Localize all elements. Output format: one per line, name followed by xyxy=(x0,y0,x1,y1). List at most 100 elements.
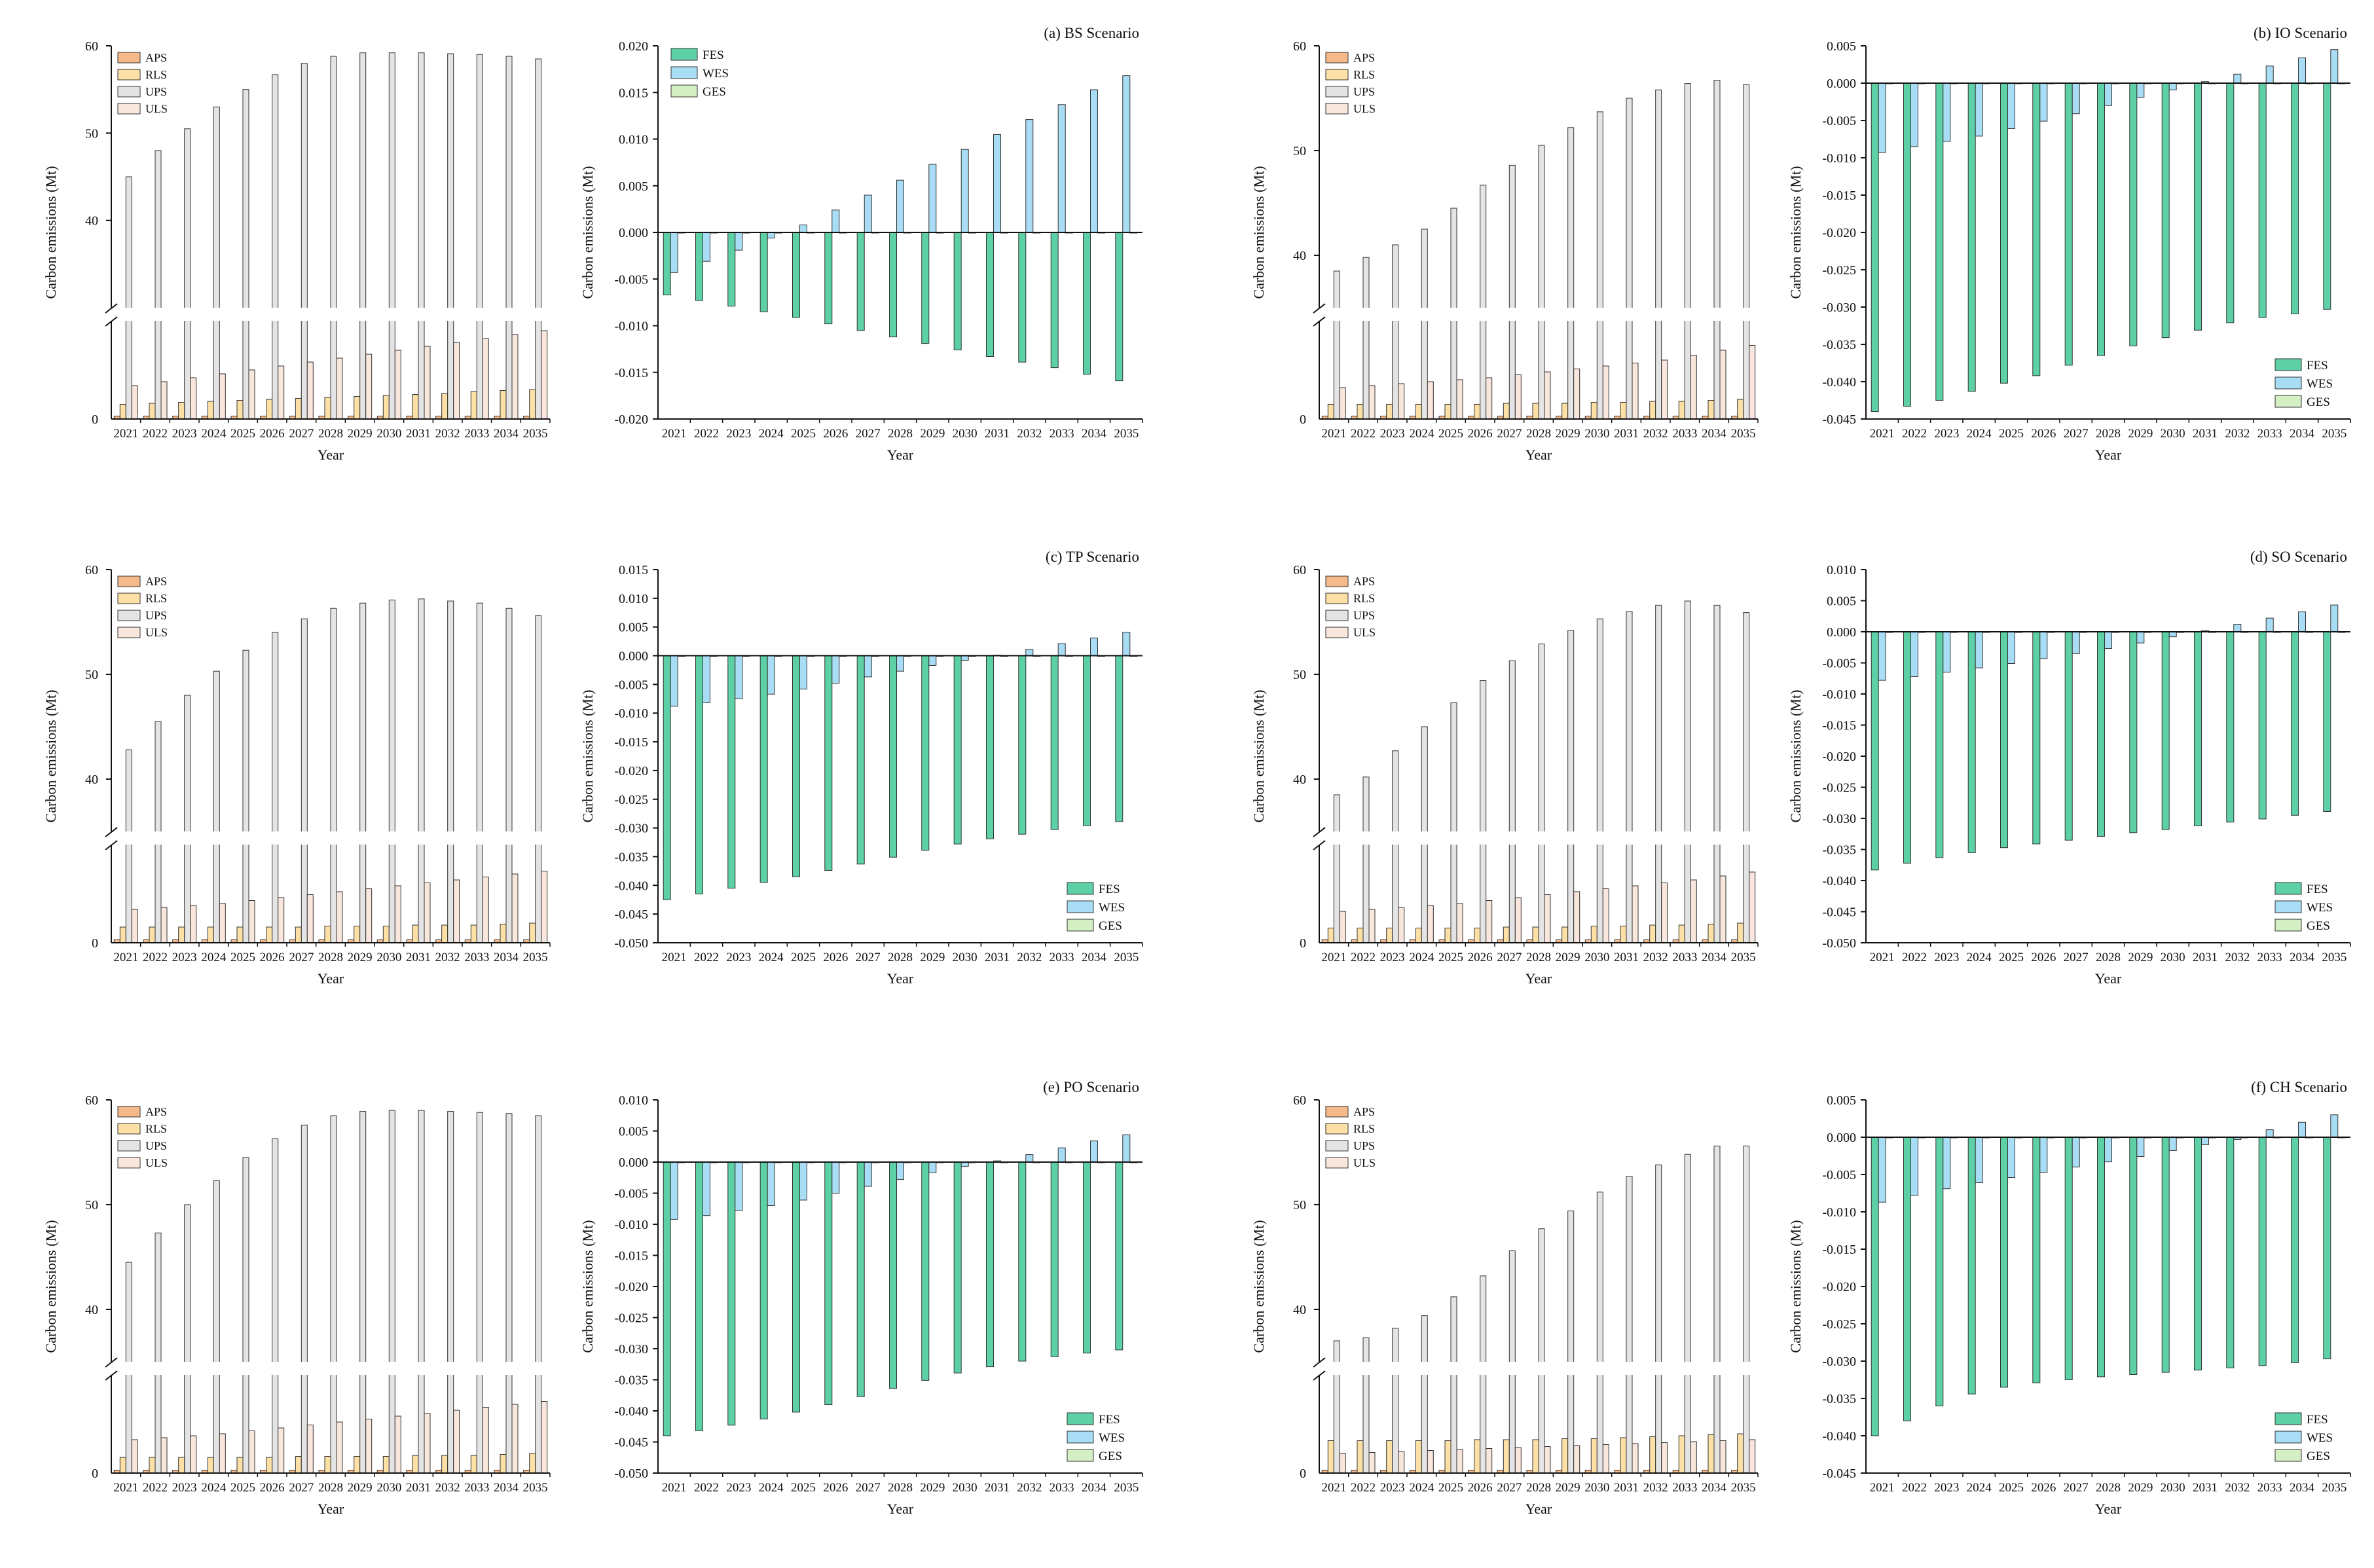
legend-swatch-fes xyxy=(2274,358,2302,371)
bar-rls-2028 xyxy=(1532,1439,1539,1474)
bar-rls-2021 xyxy=(1327,928,1334,943)
bar-wes-2021 xyxy=(670,1161,678,1220)
x-tick-label: 2033 xyxy=(2257,427,2282,441)
bar-fes-2032 xyxy=(1018,1161,1027,1362)
x-tick-label: 2023 xyxy=(1934,1481,1959,1495)
x-tick-label: 2025 xyxy=(1438,1481,1463,1495)
bar-uls-2030 xyxy=(394,1415,401,1474)
legend-label-wes: WES xyxy=(2307,377,2333,391)
break-gap xyxy=(125,831,133,845)
bar-fes-2029 xyxy=(2129,1137,2138,1375)
y-tick-label: -0.020 xyxy=(614,764,648,778)
bar-rls-2029 xyxy=(354,926,361,943)
y-tick-label: -0.050 xyxy=(1822,936,1856,951)
legend-swatch-aps xyxy=(1325,1106,1349,1118)
bar-uls-2033 xyxy=(482,1407,489,1474)
y-tick-label: 0.020 xyxy=(619,39,648,54)
bar-rls-2021 xyxy=(119,1457,126,1474)
y-axis-label: Carbon emissions (Mt) xyxy=(1251,1220,1267,1353)
bar-fes-2022 xyxy=(1903,1137,1911,1421)
bar-uls-2021 xyxy=(1339,911,1346,943)
bar-uls-2023 xyxy=(1398,1451,1405,1474)
bar-ups-2032 xyxy=(447,600,454,943)
bar-fes-2030 xyxy=(953,655,962,845)
y-tick-label: 0.000 xyxy=(1827,77,1856,91)
break-gap xyxy=(1596,831,1604,845)
x-tick-label: 2021 xyxy=(1870,427,1895,441)
bar-ups-2034 xyxy=(1713,1145,1721,1474)
bar-ups-2032 xyxy=(1655,604,1662,943)
x-axis-label: Year xyxy=(1525,1501,1552,1517)
break-gap xyxy=(1508,1362,1516,1375)
bar-wes-2030 xyxy=(960,149,969,233)
bar-ups-2029 xyxy=(359,52,367,420)
bar-rls-2028 xyxy=(324,397,331,420)
legend-swatch-rls xyxy=(117,593,141,604)
bar-fes-2024 xyxy=(759,232,768,312)
bar-rls-2034 xyxy=(500,390,507,420)
bar-uls-2024 xyxy=(1427,381,1434,420)
bar-rls-2029 xyxy=(1561,1438,1569,1474)
legend-swatch-ups xyxy=(1325,1140,1349,1152)
bar-uls-2026 xyxy=(278,1427,285,1474)
legend-swatch-ges xyxy=(2274,1449,2302,1462)
break-gap xyxy=(242,308,249,321)
x-tick-label: 2027 xyxy=(2064,951,2089,964)
x-tick-label: 2031 xyxy=(1614,427,1639,441)
bar-uls-2022 xyxy=(1368,385,1376,420)
bar-rls-2025 xyxy=(1444,1440,1452,1474)
legend-label-fes: FES xyxy=(1099,1413,1120,1427)
y-tick-label: -0.010 xyxy=(1822,687,1856,702)
bar-ups-2030 xyxy=(1596,1192,1603,1474)
break-gap xyxy=(1479,831,1487,845)
y-axis-label: Carbon emissions (Mt) xyxy=(579,690,596,823)
bar-wes-2026 xyxy=(2039,82,2048,122)
break-gap xyxy=(1654,831,1662,845)
y-tick-label: 0.010 xyxy=(619,1093,648,1108)
bar-rls-2035 xyxy=(1737,922,1744,943)
x-tick-label: 2029 xyxy=(920,1481,945,1495)
x-tick-label: 2023 xyxy=(1934,951,1959,964)
x-tick-label: 2026 xyxy=(260,427,285,441)
legend-swatch-ups xyxy=(117,1140,141,1152)
y-tick-label: -0.010 xyxy=(614,1218,648,1232)
axis-break-mark xyxy=(1313,316,1326,327)
bar-ups-2031 xyxy=(1626,98,1633,420)
bar-rls-2027 xyxy=(295,926,302,943)
bar-rls-2032 xyxy=(441,924,448,943)
bar-rls-2028 xyxy=(324,1456,331,1474)
bar-fes-2031 xyxy=(986,655,994,839)
bar-uls-2031 xyxy=(424,883,431,943)
x-tick-label: 2030 xyxy=(1584,1481,1609,1495)
x-tick-label: 2024 xyxy=(1409,951,1434,964)
y-tick-label: -0.010 xyxy=(614,319,648,334)
x-tick-label: 2032 xyxy=(1017,951,1042,964)
legend-label-ups: UPS xyxy=(1353,609,1375,622)
axis-break-mark xyxy=(1313,840,1326,850)
bar-rls-2035 xyxy=(529,389,536,420)
bar-uls-2029 xyxy=(1573,1445,1580,1474)
bar-rls-2023 xyxy=(1386,928,1393,943)
x-tick-label: 2026 xyxy=(260,951,285,964)
legend-swatch-rls xyxy=(117,1123,141,1135)
bar-fes-2034 xyxy=(1083,1161,1091,1354)
break-gap xyxy=(183,308,191,321)
bar-uls-2025 xyxy=(1456,379,1463,420)
y-tick-label: 0.000 xyxy=(1827,625,1856,640)
bar-uls-2033 xyxy=(482,338,489,420)
legend-swatch-wes xyxy=(670,66,698,79)
bar-ups-2022 xyxy=(155,1232,162,1474)
panel-title: (b) IO Scenario xyxy=(2254,25,2347,41)
x-tick-label: 2028 xyxy=(888,1481,913,1495)
y-tick-label: -0.045 xyxy=(1822,905,1856,920)
bar-rls-2021 xyxy=(1327,1440,1334,1474)
bar-fes-2027 xyxy=(856,655,865,865)
panel-title: (f) CH Scenario xyxy=(2251,1079,2347,1095)
bar-fes-2024 xyxy=(1967,1137,1976,1395)
y-tick-label: -0.005 xyxy=(614,1187,648,1201)
bar-wes-2025 xyxy=(799,225,807,233)
y-tick-label: 0.000 xyxy=(1827,1131,1856,1145)
y-tick-label: 0.015 xyxy=(619,563,648,577)
bar-uls-2026 xyxy=(1486,377,1493,420)
break-gap xyxy=(183,831,191,845)
